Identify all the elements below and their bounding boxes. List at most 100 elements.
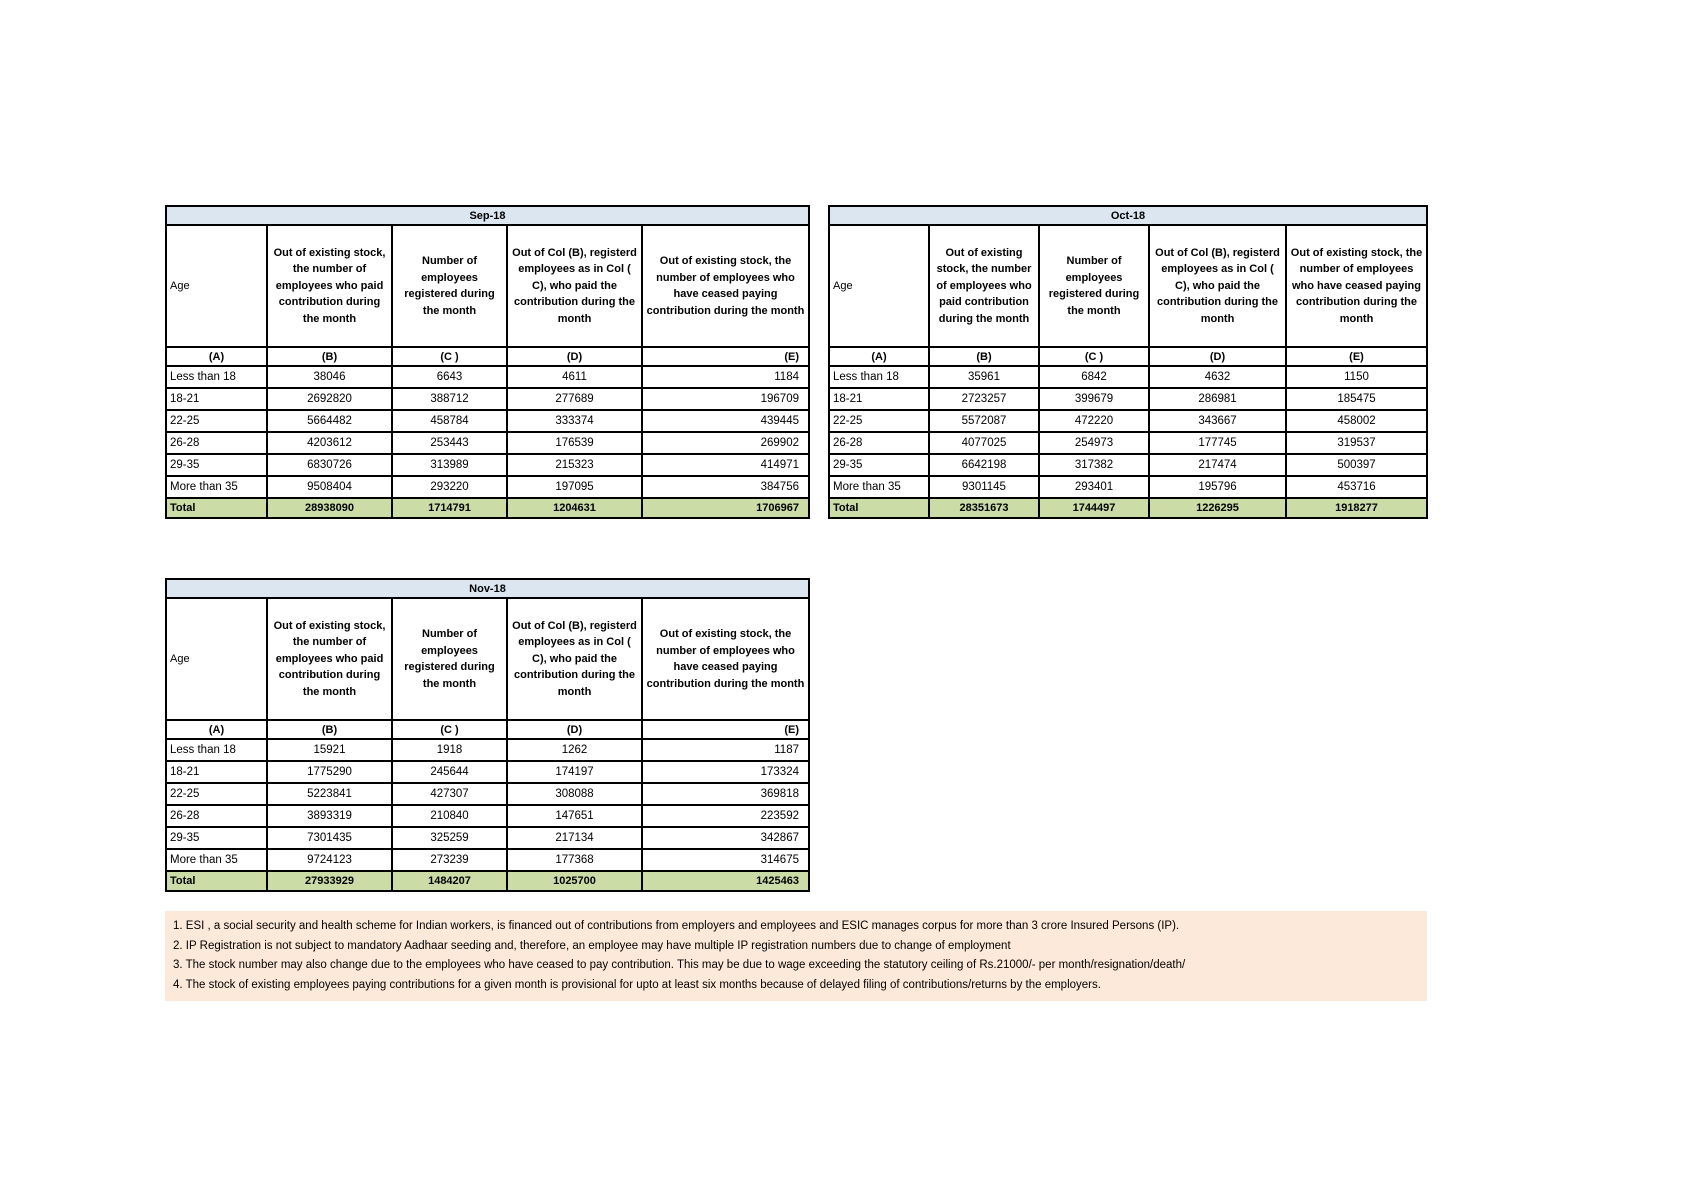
cell-e: 314675 <box>641 850 808 870</box>
col-header-c: Number of employees registered during th… <box>391 226 506 346</box>
cell-age: Less than 18 <box>170 371 236 383</box>
cell-b: 2692820 <box>266 389 391 409</box>
table-row: 26-28 3893319 210840 147651 223592 <box>167 804 808 826</box>
cell-c: 253443 <box>391 433 506 453</box>
total-c: 1744497 <box>1038 499 1148 517</box>
col-letter-b: (B) <box>266 721 391 738</box>
total-d: 1025700 <box>506 872 641 890</box>
total-age: Total <box>170 502 196 514</box>
col-header-age: Age <box>833 279 853 292</box>
cell-c: 313989 <box>391 455 506 475</box>
col-header-e: Out of existing stock, the number of emp… <box>1285 226 1426 346</box>
table-row: 18-21 1775290 245644 174197 173324 <box>167 760 808 782</box>
cell-b: 15921 <box>266 740 391 760</box>
total-d: 1204631 <box>506 499 641 517</box>
cell-c: 1918 <box>391 740 506 760</box>
cell-d: 176539 <box>506 433 641 453</box>
col-header-b: Out of existing stock, the number of emp… <box>266 599 391 719</box>
total-row: Total 27933929 1484207 1025700 1425463 <box>167 870 808 890</box>
cell-b: 5664482 <box>266 411 391 431</box>
col-header-age: Age <box>170 279 190 292</box>
col-letter-d: (D) <box>1148 348 1285 365</box>
cell-e: 319537 <box>1285 433 1426 453</box>
cell-b: 6642198 <box>928 455 1038 475</box>
col-letter-c: (C ) <box>1038 348 1148 365</box>
col-letter-e: (E) <box>641 721 808 738</box>
cell-e: 439445 <box>641 411 808 431</box>
table-row: 26-28 4077025 254973 177745 319537 <box>830 431 1426 453</box>
total-age: Total <box>833 502 859 514</box>
cell-e: 1150 <box>1285 367 1426 387</box>
cell-b: 38046 <box>266 367 391 387</box>
cell-d: 286981 <box>1148 389 1285 409</box>
cell-b: 3893319 <box>266 806 391 826</box>
cell-c: 6842 <box>1038 367 1148 387</box>
cell-e: 500397 <box>1285 455 1426 475</box>
cell-d: 217134 <box>506 828 641 848</box>
footnote-1: 1. ESI , a social security and health sc… <box>173 920 1180 932</box>
cell-d: 177368 <box>506 850 641 870</box>
total-d: 1226295 <box>1148 499 1285 517</box>
table-row: 29-35 6642198 317382 217474 500397 <box>830 453 1426 475</box>
cell-age: 29-35 <box>833 459 863 471</box>
cell-d: 277689 <box>506 389 641 409</box>
col-letter-c: (C ) <box>391 348 506 365</box>
footnotes: 1. ESI , a social security and health sc… <box>165 911 1427 1001</box>
cell-age: 18-21 <box>170 766 200 778</box>
cell-age: 18-21 <box>833 393 863 405</box>
cell-b: 9301145 <box>928 477 1038 497</box>
table-row: More than 35 9724123 273239 177368 314675 <box>167 848 808 870</box>
col-letter-d: (D) <box>506 721 641 738</box>
cell-e: 453716 <box>1285 477 1426 497</box>
cell-age: 26-28 <box>170 810 200 822</box>
cell-age: 22-25 <box>833 415 863 427</box>
cell-d: 195796 <box>1148 477 1285 497</box>
cell-e: 458002 <box>1285 411 1426 431</box>
cell-c: 293401 <box>1038 477 1148 497</box>
cell-d: 4632 <box>1148 367 1285 387</box>
cell-d: 308088 <box>506 784 641 804</box>
cell-age: Less than 18 <box>170 744 236 756</box>
total-row: Total 28938090 1714791 1204631 1706967 <box>167 497 808 517</box>
column-letter-row: (A) (B) (C ) (D) (E) <box>167 719 808 738</box>
cell-b: 35961 <box>928 367 1038 387</box>
cell-e: 1184 <box>641 367 808 387</box>
col-letter-age: (A) <box>871 350 887 363</box>
cell-c: 210840 <box>391 806 506 826</box>
cell-b: 5223841 <box>266 784 391 804</box>
column-letter-row: (A) (B) (C ) (D) (E) <box>830 346 1426 365</box>
col-letter-e: (E) <box>1285 348 1426 365</box>
cell-age: 22-25 <box>170 788 200 800</box>
table-row: More than 35 9508404 293220 197095 384756 <box>167 475 808 497</box>
cell-e: 1187 <box>641 740 808 760</box>
col-header-e: Out of existing stock, the number of emp… <box>641 226 808 346</box>
total-c: 1484207 <box>391 872 506 890</box>
cell-c: 458784 <box>391 411 506 431</box>
cell-b: 1775290 <box>266 762 391 782</box>
table-row: 18-21 2692820 388712 277689 196709 <box>167 387 808 409</box>
table-row: 18-21 2723257 399679 286981 185475 <box>830 387 1426 409</box>
cell-e: 414971 <box>641 455 808 475</box>
total-row: Total 28351673 1744497 1226295 1918277 <box>830 497 1426 517</box>
table-row: Less than 18 38046 6643 4611 1184 <box>167 365 808 387</box>
cell-e: 384756 <box>641 477 808 497</box>
column-header-row: Age Out of existing stock, the number of … <box>167 226 808 346</box>
cell-e: 196709 <box>641 389 808 409</box>
cell-c: 472220 <box>1038 411 1148 431</box>
month-title: Sep-18 <box>167 207 808 226</box>
cell-e: 185475 <box>1285 389 1426 409</box>
cell-d: 147651 <box>506 806 641 826</box>
cell-e: 269902 <box>641 433 808 453</box>
col-header-e: Out of existing stock, the number of emp… <box>641 599 808 719</box>
cell-age: 26-28 <box>170 437 200 449</box>
cell-c: 6643 <box>391 367 506 387</box>
total-b: 28351673 <box>928 499 1038 517</box>
col-header-b: Out of existing stock, the number of emp… <box>928 226 1038 346</box>
month-title: Nov-18 <box>167 580 808 599</box>
cell-e: 223592 <box>641 806 808 826</box>
col-header-d: Out of Col (B), registerd employees as i… <box>506 226 641 346</box>
table-row: Less than 18 35961 6842 4632 1150 <box>830 365 1426 387</box>
cell-e: 342867 <box>641 828 808 848</box>
cell-d: 177745 <box>1148 433 1285 453</box>
